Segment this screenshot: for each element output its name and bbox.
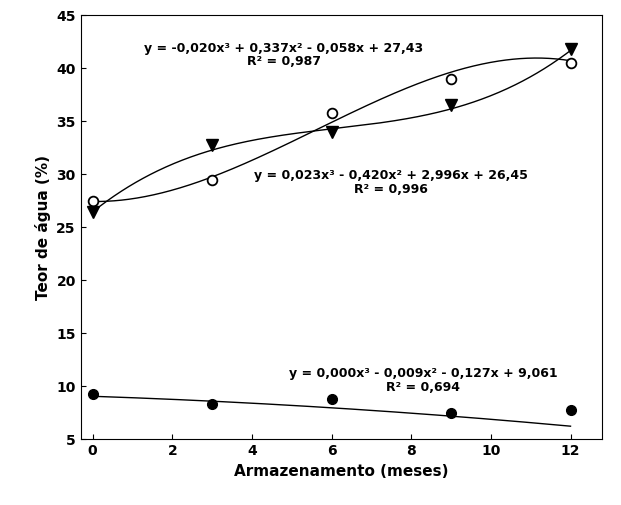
Text: R² = 0,694: R² = 0,694 <box>386 381 460 394</box>
Text: R² = 0,996: R² = 0,996 <box>355 183 428 196</box>
Text: y = 0,000x³ - 0,009x² - 0,127x + 9,061: y = 0,000x³ - 0,009x² - 0,127x + 9,061 <box>289 367 558 380</box>
Text: R² = 0,987: R² = 0,987 <box>247 56 321 69</box>
Y-axis label: Teor de água (%): Teor de água (%) <box>35 155 51 300</box>
Text: y = 0,023x³ - 0,420x² + 2,996x + 26,45: y = 0,023x³ - 0,420x² + 2,996x + 26,45 <box>255 169 528 182</box>
X-axis label: Armazenamento (meses): Armazenamento (meses) <box>234 464 449 479</box>
Text: y = -0,020x³ + 0,337x² - 0,058x + 27,43: y = -0,020x³ + 0,337x² - 0,058x + 27,43 <box>144 42 424 55</box>
